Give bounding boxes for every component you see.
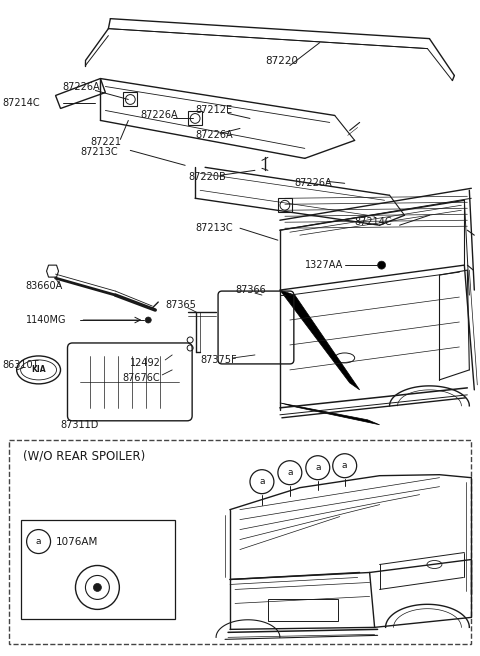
Bar [9,440,471,644]
Bar [268,600,338,621]
Text: 87226A: 87226A [295,178,333,188]
Text: 87221: 87221 [90,137,121,148]
Bar [123,92,137,106]
Circle shape [94,583,101,592]
Text: 83660A: 83660A [25,281,63,291]
Text: (W/O REAR SPOILER): (W/O REAR SPOILER) [23,449,145,462]
Bar [188,112,202,125]
Text: a: a [315,463,321,472]
Text: 12492: 12492 [130,358,161,368]
Text: 87365: 87365 [165,300,196,310]
Text: 87213C: 87213C [195,223,233,234]
Text: 87212E: 87212E [195,106,232,115]
Text: 87226A: 87226A [62,81,100,92]
Circle shape [145,317,151,323]
Text: 1140MG: 1140MG [25,315,66,325]
Text: 87366: 87366 [235,285,266,295]
Text: a: a [36,537,41,546]
Text: 87226A: 87226A [140,110,178,121]
Text: 87311D: 87311D [60,420,99,430]
Bar [21,520,175,619]
Text: a: a [342,461,348,470]
Text: 87226A: 87226A [195,131,233,140]
Text: 1327AA: 1327AA [305,260,343,270]
Text: KIA: KIA [31,365,46,375]
Text: 86310T: 86310T [3,360,39,370]
Polygon shape [280,403,380,425]
Text: 87220B: 87220B [188,173,226,182]
Text: 87676C: 87676C [122,373,160,383]
Text: a: a [259,477,264,486]
Text: 87220: 87220 [265,56,298,66]
Bar [278,198,292,213]
Text: 87213C: 87213C [81,148,118,157]
Text: a: a [287,468,293,477]
Text: 1076AM: 1076AM [56,537,98,546]
Circle shape [378,261,385,269]
Text: 87375F: 87375F [200,355,237,365]
Polygon shape [280,290,360,390]
Text: 87214C: 87214C [355,217,392,227]
Text: 87214C: 87214C [3,98,40,108]
